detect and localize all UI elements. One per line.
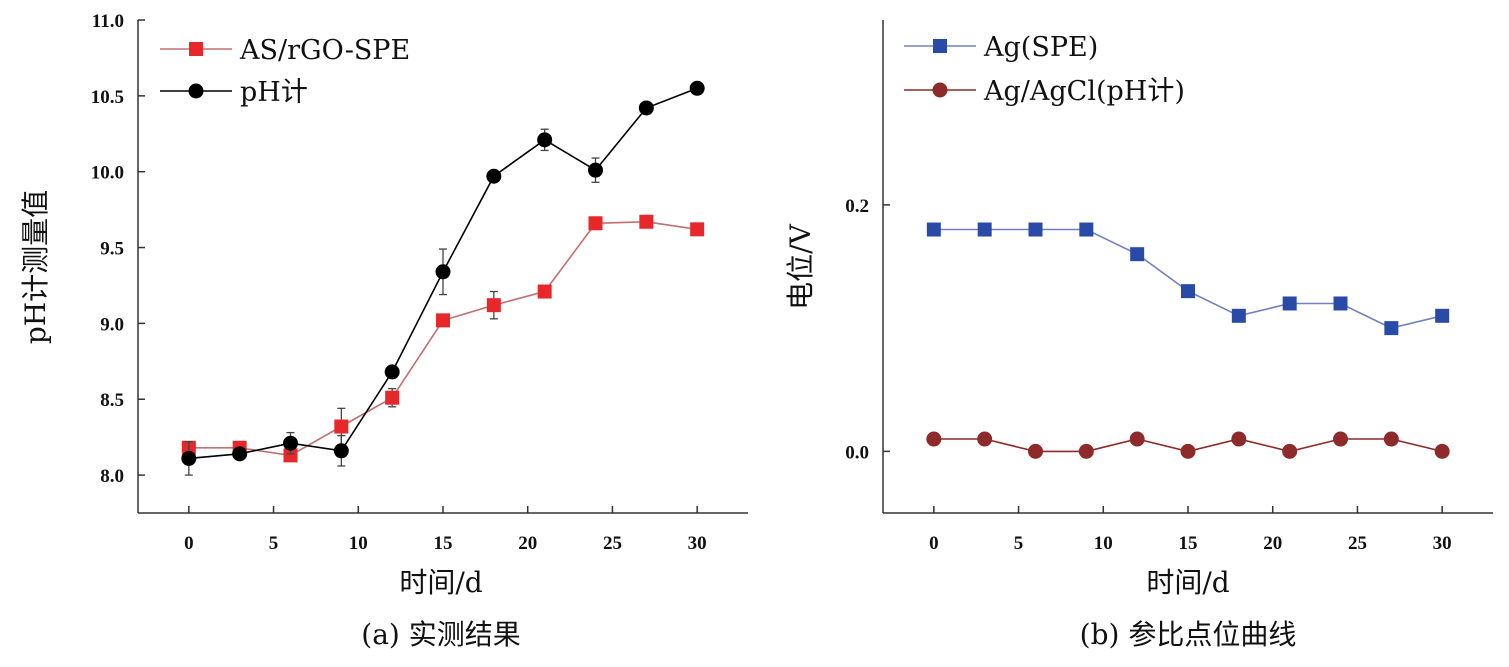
panel-a-caption: (a) 实测结果 <box>361 618 520 651</box>
legend-marker-ph-meter <box>188 83 204 99</box>
data-point-ph <box>283 435 298 451</box>
panel-b-x-axis-label: 时间/d <box>1146 566 1229 599</box>
data-point-ag-spe <box>1181 284 1195 299</box>
data-point-ag-spe <box>1282 296 1297 311</box>
legend-marker-ag-spe <box>933 39 947 53</box>
panel-a-series <box>181 80 705 476</box>
legend-label-as-rgo-spe: AS/rGO-SPE <box>239 35 410 66</box>
data-point-ag-agcl-ph <box>1231 431 1247 447</box>
data-point-ph <box>486 168 502 184</box>
x-tick-label: 0 <box>929 533 939 554</box>
panel-a-x-axis-label: 时间/d <box>399 566 482 599</box>
data-point-ag-spe <box>1384 321 1399 336</box>
data-point-as-rgo-spe <box>436 313 450 328</box>
panel-b-series <box>926 222 1450 459</box>
y-tick-label: 11.0 <box>92 11 124 32</box>
y-tick-label: 8.0 <box>100 466 124 487</box>
data-point-ph <box>181 450 197 466</box>
data-point-ph <box>232 446 248 462</box>
y-tick-label: 8.5 <box>100 390 124 411</box>
x-tick-label: 30 <box>1433 533 1452 554</box>
series-line-ag-spe <box>933 228 1443 329</box>
data-point-ag-agcl-ph <box>1180 443 1196 459</box>
panel-b-x-ticks: 0 5 10 15 20 25 30 <box>929 506 1452 554</box>
x-tick-label: 0 <box>184 533 194 554</box>
data-point-ag-agcl-ph <box>977 431 993 447</box>
data-point-ph <box>638 100 654 116</box>
data-point-ag-spe <box>1028 222 1043 237</box>
data-point-ph <box>588 162 603 178</box>
panel-a-y-axis-label: pH计测量值 <box>19 190 52 344</box>
data-point-as-rgo-spe <box>334 419 349 434</box>
data-point-ag-spe <box>1079 222 1094 237</box>
data-point-as-rgo-spe <box>639 214 654 229</box>
x-tick-label: 15 <box>434 533 453 554</box>
y-tick-label: 9.5 <box>100 239 124 260</box>
data-point-ph <box>537 132 553 148</box>
legend-label-ag-spe: Ag(SPE) <box>983 32 1098 63</box>
x-tick-label: 5 <box>1014 533 1024 554</box>
data-point-as-rgo-spe <box>486 298 501 313</box>
data-point-as-rgo-spe <box>283 448 298 463</box>
y-tick-label: 0.0 <box>845 442 869 463</box>
data-point-ag-spe <box>926 222 941 237</box>
panel-a-y-ticks: 8.0 8.5 9.0 9.5 10.0 10.5 11.0 <box>91 11 145 487</box>
data-point-ph <box>689 80 705 96</box>
data-point-as-rgo-spe <box>588 216 603 231</box>
x-tick-label: 25 <box>603 533 622 554</box>
legend-label-ag-agcl: Ag/AgCl(pH计) <box>983 76 1185 107</box>
data-point-ag-agcl-ph <box>1129 431 1145 447</box>
x-tick-label: 10 <box>349 533 368 554</box>
data-point-ag-spe <box>1435 308 1450 323</box>
data-point-ag-agcl-ph <box>1078 443 1094 459</box>
panel-b-caption: (b) 参比点位曲线 <box>1080 618 1297 651</box>
legend-marker-ag-agcl <box>932 82 948 98</box>
data-point-ag-agcl-ph <box>1028 443 1043 459</box>
data-point-ag-agcl-ph <box>926 431 942 447</box>
data-point-ag-spe <box>1231 308 1246 323</box>
data-point-ag-agcl-ph <box>1383 431 1399 447</box>
data-point-as-rgo-spe <box>385 390 400 405</box>
data-point-ag-spe <box>977 222 992 237</box>
panel-a: 8.0 8.5 9.0 9.5 10.0 10.5 11.0 0 5 10 15 20 25 30 AS… <box>19 11 748 651</box>
data-point-ag-spe <box>1333 296 1348 311</box>
x-tick-label: 5 <box>269 533 279 554</box>
data-point-as-rgo-spe <box>690 222 705 237</box>
y-tick-label: 10.5 <box>91 87 124 108</box>
x-tick-label: 30 <box>688 533 707 554</box>
y-tick-label: 9.0 <box>100 314 124 335</box>
data-point-as-rgo-spe <box>537 284 552 299</box>
panel-b-y-axis-label: 电位/V <box>784 223 817 309</box>
x-tick-label: 20 <box>518 533 537 554</box>
x-tick-label: 10 <box>1094 533 1113 554</box>
data-point-ag-spe <box>1130 247 1145 262</box>
panel-a-x-ticks: 0 5 10 15 20 25 30 <box>184 506 707 554</box>
data-point-ph <box>384 364 400 380</box>
x-tick-label: 25 <box>1348 533 1367 554</box>
data-point-ph <box>435 264 451 280</box>
panel-b: 0.0 0.2 0 5 10 15 20 25 30 Ag(SPE) Ag/AgCl(pH计)… <box>784 20 1493 651</box>
data-point-ag-agcl-ph <box>1282 443 1298 459</box>
y-tick-label: 0.2 <box>845 196 869 217</box>
data-point-ag-agcl-ph <box>1434 443 1450 459</box>
data-point-ph <box>333 443 349 459</box>
legend-label-ph-meter: pH计 <box>240 77 308 108</box>
legend-marker-as-rgo-spe <box>189 42 203 56</box>
y-tick-label: 10.0 <box>91 163 124 184</box>
panel-b-y-ticks: 0.0 0.2 <box>845 196 890 463</box>
panel-a-legend: AS/rGO-SPE pH计 <box>160 35 410 108</box>
data-point-ag-agcl-ph <box>1333 431 1348 447</box>
panel-b-legend: Ag(SPE) Ag/AgCl(pH计) <box>904 32 1185 107</box>
x-tick-label: 20 <box>1263 533 1282 554</box>
x-tick-label: 15 <box>1179 533 1198 554</box>
